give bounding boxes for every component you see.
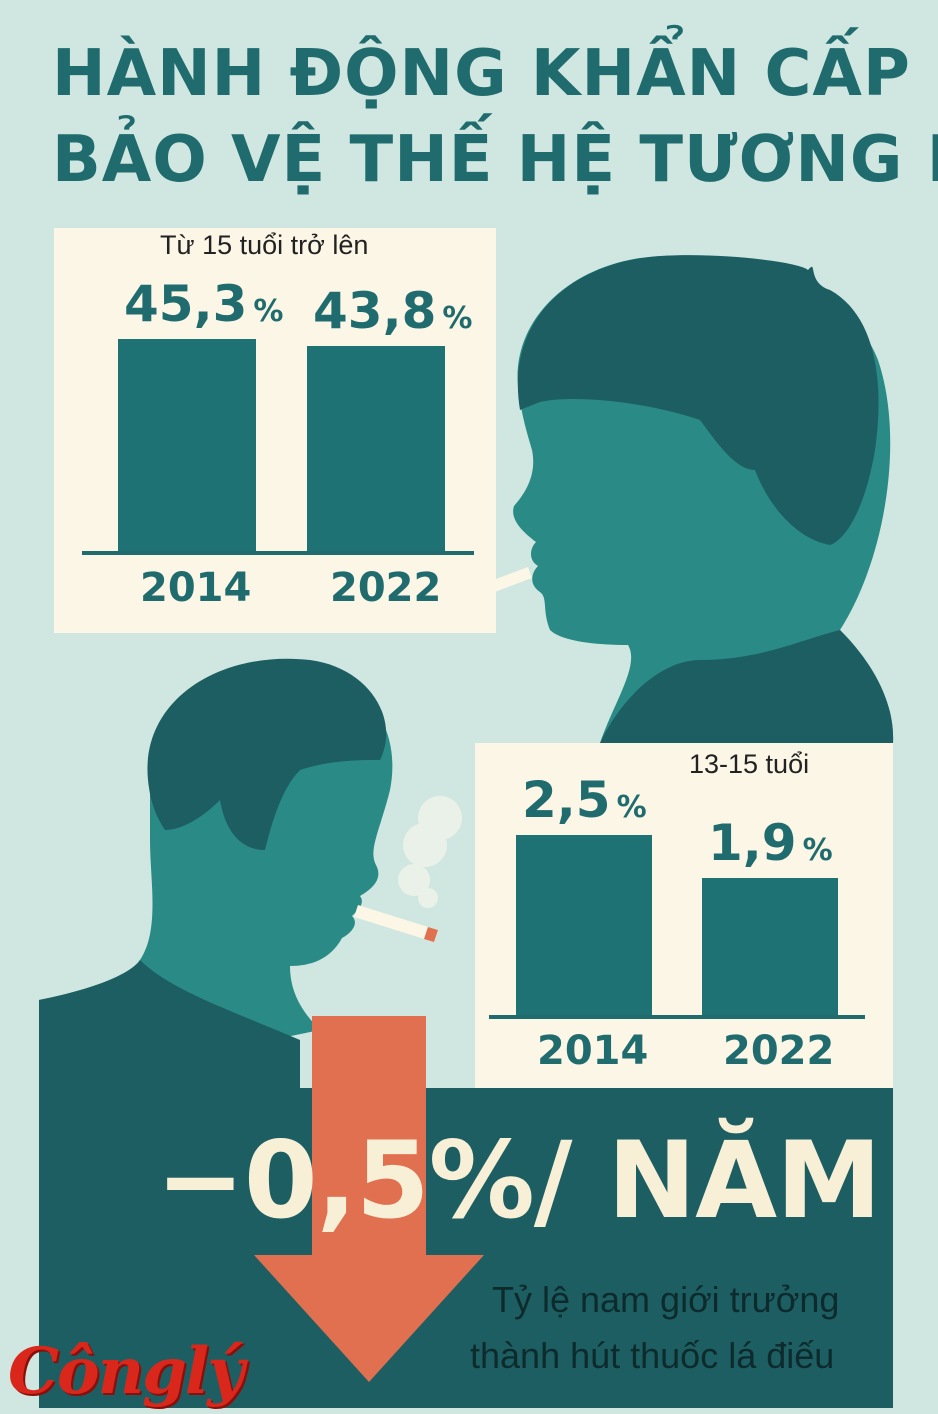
chart-baseline — [82, 551, 474, 555]
bar-2022 — [307, 346, 445, 551]
chart-subtitle: Từ 15 tuổi trở lên — [160, 230, 369, 260]
chart-panel-13-15: 13-15 tuổi 2,5% 1,9% 2014 2022 — [475, 743, 893, 1088]
stat-caption-line1: Tỷ lệ nam giới trưởng — [492, 1279, 840, 1320]
x-tick-label: 2022 — [330, 565, 442, 611]
x-tick-label: 2014 — [537, 1028, 649, 1074]
smoker-silhouette-icon — [39, 658, 393, 1088]
stat-caption-line2: thành hút thuốc lá điếu — [470, 1335, 835, 1376]
brand-logo: Cônglý — [8, 1334, 244, 1409]
annual-decline-stat: −0,5%/ NĂM — [156, 1119, 882, 1242]
highlight-band — [39, 1088, 893, 1408]
page-title-line1: HÀNH ĐỘNG KHẨN CẤP — [52, 37, 911, 111]
smoker-silhouette-icon — [513, 255, 894, 743]
chart-panel-15-plus: Từ 15 tuổi trở lên 45,3% 43,8% 2014 2022 — [54, 228, 496, 633]
x-tick-label: 2022 — [723, 1028, 835, 1074]
chart-subtitle: 13-15 tuổi — [689, 749, 810, 779]
bar-value-label: 2,5% — [522, 771, 647, 829]
x-tick-label: 2014 — [140, 565, 252, 611]
page-title-line2: BẢO VỆ THẾ HỆ TƯƠNG LAI — [52, 123, 938, 197]
bar-value-label: 45,3% — [124, 275, 284, 333]
bar-2022 — [702, 878, 838, 1015]
chart-baseline — [489, 1015, 865, 1019]
bar-2014 — [118, 339, 256, 551]
cigarette-icon — [354, 905, 438, 942]
bar-value-label: 1,9% — [708, 814, 833, 873]
bar-value-label: 43,8% — [313, 282, 473, 341]
smoke-icon — [398, 796, 462, 908]
bar-2014 — [516, 835, 652, 1015]
